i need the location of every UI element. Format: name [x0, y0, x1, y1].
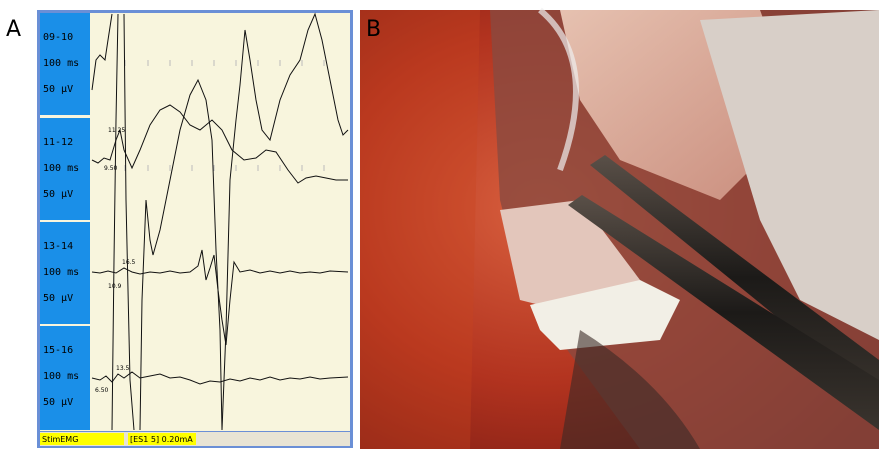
channel-label: 50 µV — [43, 293, 73, 304]
panel-label: B — [366, 17, 381, 42]
channel-label: 100 ms — [43, 58, 79, 69]
annotation: 6.50 — [95, 387, 109, 394]
panel-label: A — [6, 17, 21, 42]
annotation: 10.9 — [108, 283, 122, 290]
channel-label: 09-10 — [43, 32, 73, 43]
annotation: 11 25 — [108, 127, 125, 134]
annotation: 16.5 — [122, 259, 136, 266]
channel-label: 50 µV — [43, 397, 73, 408]
channel-label: 50 µV — [43, 189, 73, 200]
figure: A 09-10 100 ms 50 µV 11-12 100 ms 50 µV 13-14 1… — [0, 0, 879, 449]
channel-label: 11-12 — [43, 137, 73, 148]
annotation: 9.50 — [104, 165, 118, 172]
channel-label: 100 ms — [43, 163, 79, 174]
channel-label: 100 ms — [43, 267, 79, 278]
channel-label: 50 µV — [43, 84, 73, 95]
channel-label: 15-16 — [43, 345, 73, 356]
channel-label: 13-14 — [43, 241, 73, 252]
status-text: StimEMG — [42, 435, 78, 444]
channel-label: 100 ms — [43, 371, 79, 382]
status-text: [ES1 5] 0.20mA — [130, 435, 193, 444]
surgical-photo — [360, 10, 879, 449]
annotation: 13.5 — [116, 365, 130, 372]
